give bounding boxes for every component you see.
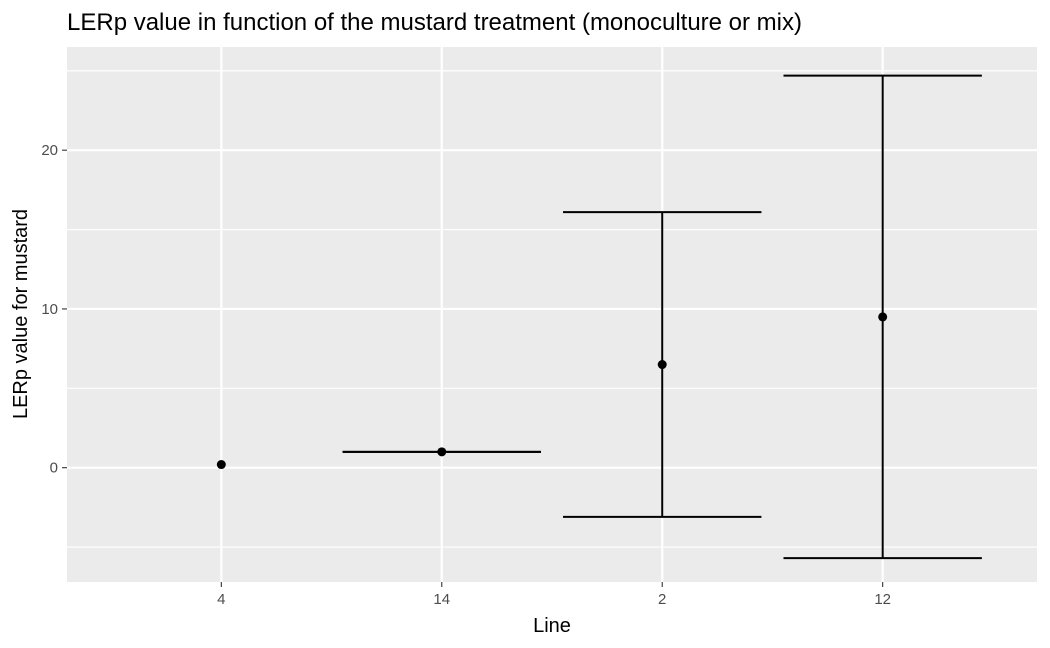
x-axis-ticks: 4 14 2 12 <box>217 582 891 608</box>
y-tick-label: 20 <box>41 142 58 159</box>
y-axis-title: LERp value for mustard <box>10 209 32 419</box>
x-tick-label: 2 <box>658 591 666 608</box>
data-point <box>657 360 667 370</box>
x-tick-label: 4 <box>217 591 225 608</box>
chart-title: LERp value in function of the mustard tr… <box>67 9 802 36</box>
y-tick-label: 10 <box>41 301 58 318</box>
data-point <box>878 312 888 322</box>
plot-panel <box>67 47 1037 582</box>
grid-minor <box>67 70 1037 548</box>
data-point <box>437 447 447 457</box>
data-point <box>216 460 226 470</box>
x-axis-title: Line <box>533 615 571 637</box>
data-points <box>216 312 888 470</box>
y-tick-label: 0 <box>50 460 58 477</box>
y-axis-ticks: 0 10 20 <box>41 142 67 477</box>
x-tick-label: 12 <box>874 591 891 608</box>
x-tick-label: 14 <box>433 591 450 608</box>
